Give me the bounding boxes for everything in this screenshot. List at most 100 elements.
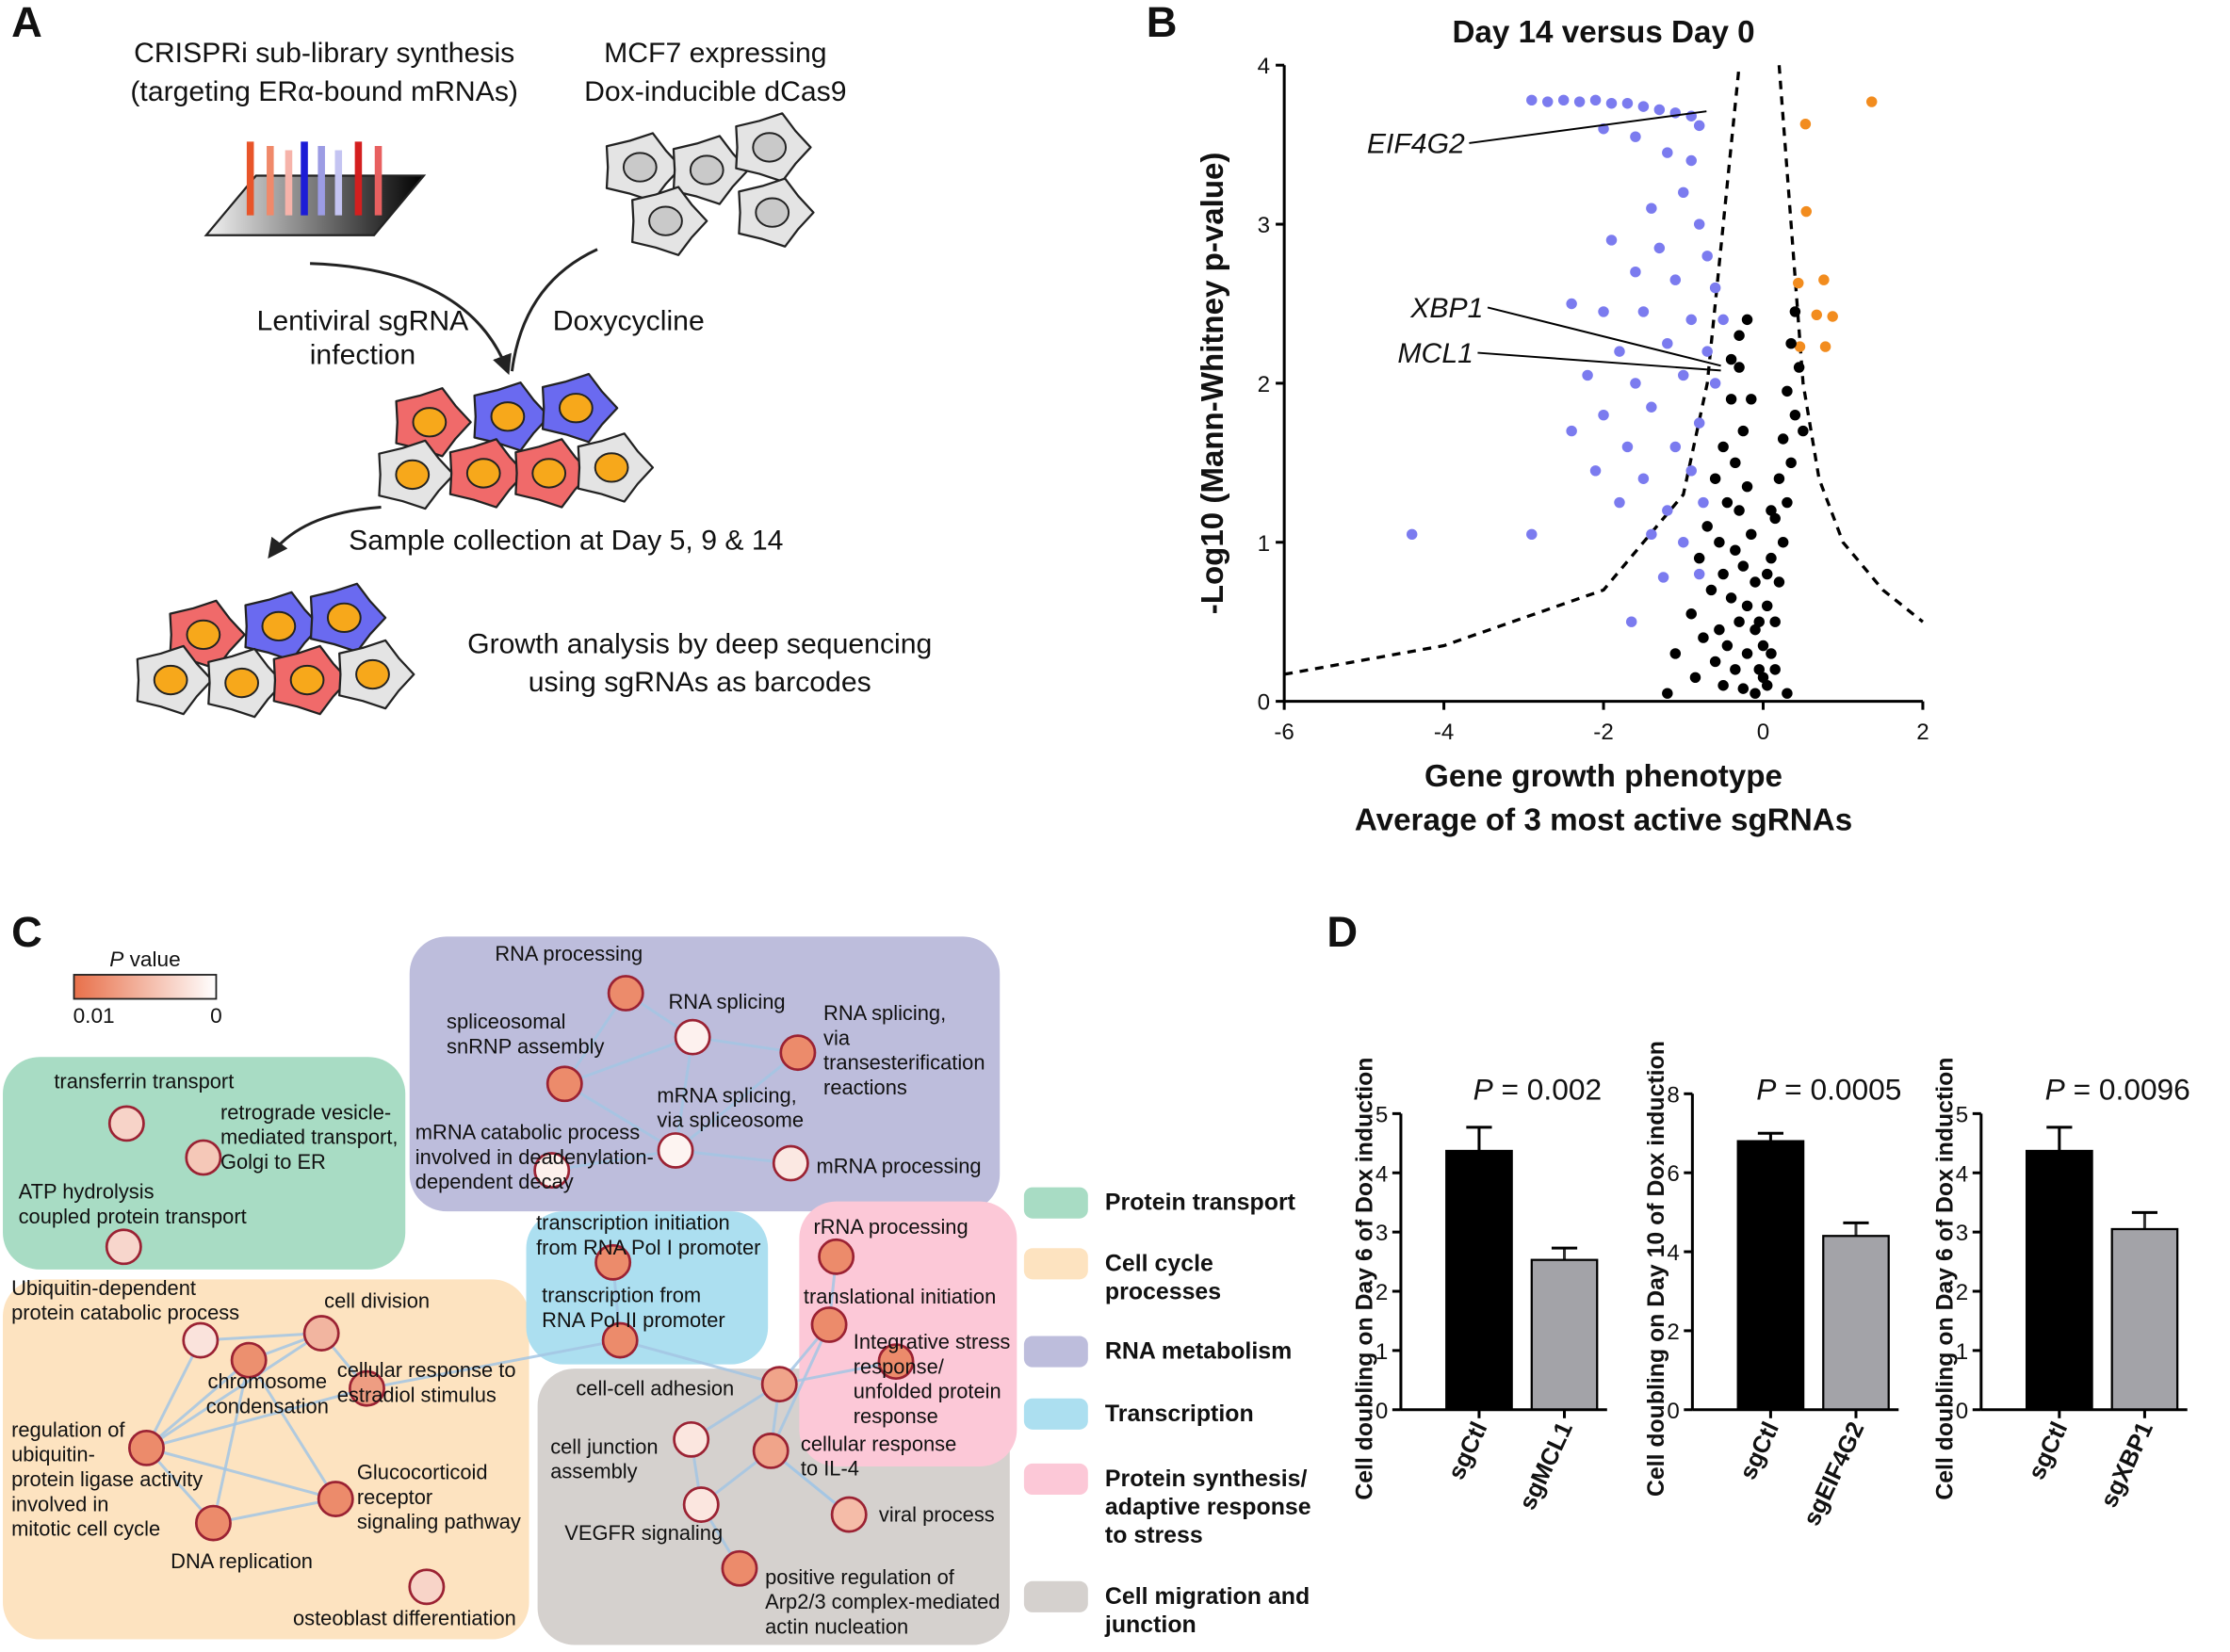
point [1573, 96, 1586, 107]
point [1693, 120, 1705, 132]
point [1741, 648, 1753, 659]
network-edge [145, 1358, 251, 1450]
network-edge [551, 1148, 676, 1173]
point [1589, 94, 1602, 106]
point [1798, 425, 1809, 437]
x-tick-label: sgCtl [1734, 1418, 1784, 1484]
point [1753, 616, 1765, 627]
y-axis-label: -Log10 (Mann-Whitney p-value) [1196, 153, 1230, 615]
node-label: viral process [879, 1503, 995, 1527]
nucleus [755, 197, 790, 228]
y-tick-label: 2 [1956, 1280, 1968, 1305]
nucleus [752, 132, 788, 163]
point [1637, 306, 1650, 317]
library-plate [203, 174, 427, 236]
panel-label: A [11, 0, 42, 46]
point [1614, 496, 1625, 509]
node-label: transcription initiation [536, 1211, 730, 1235]
point [1730, 457, 1741, 469]
p-value: P = 0.0096 [2045, 1072, 2190, 1106]
point [1734, 616, 1745, 627]
point [1689, 672, 1701, 684]
y-tick-label: 3 [1258, 213, 1270, 238]
point [1630, 266, 1641, 278]
network-edge [674, 1036, 694, 1151]
point [1701, 521, 1713, 532]
nucleus [326, 602, 362, 634]
point [1582, 369, 1593, 381]
arrow [510, 248, 598, 372]
point [1566, 425, 1577, 437]
point [1769, 512, 1781, 525]
node-label: transferrin transport [54, 1069, 234, 1093]
point [1737, 683, 1750, 694]
step-text: Doxycycline [553, 306, 705, 337]
point [1750, 624, 1761, 636]
y-tick-label: 0 [1258, 690, 1270, 716]
annotation: EIF4G2 [1367, 129, 1465, 160]
point [1685, 154, 1697, 167]
cluster-box [526, 1211, 769, 1365]
node-label: RNA splicing, [823, 1001, 946, 1025]
nucleus [594, 452, 629, 483]
point [1714, 537, 1725, 548]
network-edge [146, 1386, 367, 1450]
p-value: P = 0.0005 [1756, 1072, 1901, 1106]
node-label: DNA replication [171, 1549, 313, 1573]
network-edge [145, 1339, 203, 1450]
node-label: VEGFR signaling [564, 1521, 723, 1545]
node-label: cellular response [801, 1432, 956, 1455]
point [1730, 664, 1741, 675]
node-label: condensation [206, 1395, 329, 1418]
node-label: chromosome [208, 1369, 327, 1393]
node-label: cellular response to [337, 1358, 516, 1382]
point [1614, 346, 1625, 357]
step-text: Dox-inducible dCas9 [584, 76, 846, 107]
step-text: infection [310, 340, 415, 371]
legend-swatch [1023, 1463, 1088, 1496]
point [1746, 528, 1757, 541]
node-label: mRNA splicing, [657, 1083, 796, 1107]
point [1678, 186, 1689, 198]
point [1705, 584, 1717, 596]
p-text: = 0.0005 [1776, 1072, 1901, 1106]
network-node [105, 1228, 142, 1266]
step-text: (targeting ERα-bound mRNAs) [130, 76, 518, 107]
point [1746, 394, 1757, 405]
node-label: ubiquitin- [11, 1443, 95, 1466]
point [1782, 385, 1793, 397]
point [1541, 96, 1554, 107]
p-symbol: P [1473, 1072, 1493, 1106]
y-tick-label: 4 [1258, 54, 1270, 79]
legend-label: adaptive response [1105, 1494, 1311, 1520]
point [1777, 537, 1789, 548]
colorbar-label: 0 [210, 1004, 222, 1028]
point [1662, 688, 1673, 699]
node-label: cell-cell adhesion [576, 1377, 734, 1401]
point [1789, 409, 1801, 421]
x-tick-label: -2 [1593, 720, 1613, 745]
point [1799, 118, 1812, 130]
point [1750, 576, 1761, 588]
point [1605, 235, 1618, 246]
y-tick-label: 6 [1667, 1161, 1679, 1187]
point [1406, 528, 1418, 541]
point [1717, 314, 1729, 326]
node-label: Integrative stress [854, 1330, 1011, 1353]
y-tick-label: 0 [1956, 1399, 1968, 1424]
y-tick-label: 2 [1375, 1280, 1388, 1305]
point [1811, 309, 1822, 321]
legend-swatch [1023, 1187, 1088, 1219]
y-tick-label: 1 [1375, 1339, 1388, 1365]
point [1730, 544, 1741, 556]
bar [1530, 1258, 1599, 1411]
point [1625, 616, 1637, 627]
nucleus [153, 664, 188, 696]
legend-swatch [1023, 1336, 1088, 1368]
node-label: positive regulation of [765, 1565, 955, 1589]
network-edge [563, 1035, 693, 1086]
point [1709, 378, 1721, 389]
point [1753, 664, 1765, 675]
network-node [673, 1420, 710, 1458]
